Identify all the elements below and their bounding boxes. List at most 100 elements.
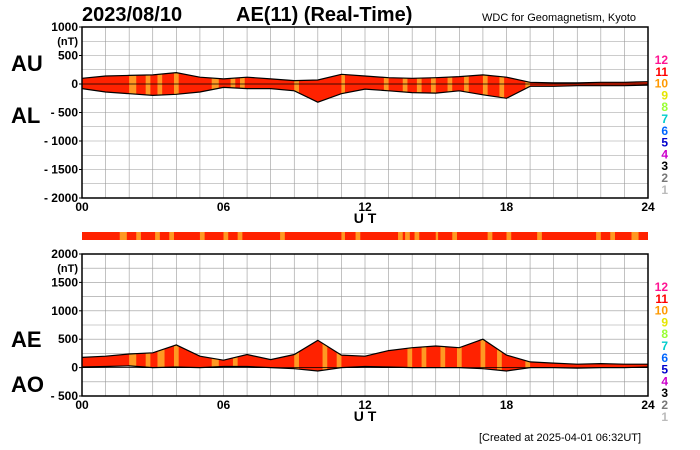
y-tick-label: 1000 xyxy=(51,20,78,34)
stripe xyxy=(145,339,151,371)
y-axis-label: (nT) xyxy=(57,36,78,48)
y-tick-label: 1500 xyxy=(51,275,78,289)
station-bar-stripe xyxy=(223,232,229,240)
station-bar-stripe xyxy=(237,232,243,240)
legend-station-8: 8 xyxy=(661,327,668,341)
stripe xyxy=(173,339,179,371)
y-tick-label: 2000 xyxy=(51,247,78,261)
stripe xyxy=(211,72,219,103)
x-tick-label: 00 xyxy=(75,398,89,412)
series-line-al xyxy=(81,84,649,103)
stripe xyxy=(402,72,408,103)
legend-station-4: 4 xyxy=(661,374,668,388)
x-tick-label: 06 xyxy=(217,200,231,214)
station-bar-stripe xyxy=(119,232,127,240)
y-tick-label: 0 xyxy=(71,361,78,375)
station-bar-stripe xyxy=(199,232,205,240)
stripe xyxy=(240,72,245,103)
legend-station-3: 3 xyxy=(661,386,668,400)
x-tick-label: 06 xyxy=(217,398,231,412)
ao-label: AO xyxy=(11,372,44,397)
stripe xyxy=(157,339,165,371)
legend-station-2: 2 xyxy=(661,171,668,185)
station-count-bar xyxy=(82,232,648,240)
plot-frame xyxy=(81,253,649,397)
area-fill-0 xyxy=(82,72,648,103)
legend-station-11: 11 xyxy=(655,65,668,79)
date-label: 2023/08/10 xyxy=(82,4,183,26)
legend-station-8: 8 xyxy=(661,100,668,114)
station-bar-stripe xyxy=(435,232,439,240)
stripe xyxy=(482,72,488,103)
stripe xyxy=(431,72,436,103)
y-tick-label: - 500 xyxy=(51,106,79,120)
legend-station-3: 3 xyxy=(661,159,668,173)
legend-station-1: 1 xyxy=(661,410,668,424)
x-tick-label: 18 xyxy=(500,200,514,214)
station-bar-stripe xyxy=(487,232,493,240)
series-line-ae xyxy=(81,338,648,365)
station-bar-stripe xyxy=(405,232,410,240)
stripe xyxy=(447,72,453,103)
station-bar-stripe xyxy=(280,232,285,240)
stripe xyxy=(145,72,151,103)
station-bar-stripe xyxy=(506,232,512,240)
legend-station-10: 10 xyxy=(655,77,669,91)
legend-station-7: 7 xyxy=(661,339,668,353)
station-bar-stripe xyxy=(355,232,361,240)
legend-station-9: 9 xyxy=(661,315,668,329)
x-axis-label: U T xyxy=(354,408,377,424)
stripe xyxy=(440,339,446,371)
x-tick-label: 24 xyxy=(641,398,655,412)
station-bar-stripe xyxy=(341,232,345,240)
stripe xyxy=(157,72,163,103)
stripe xyxy=(336,339,342,371)
created-timestamp: [Created at 2025-04-01 06:32UT] xyxy=(479,432,642,444)
series-line-au xyxy=(81,71,649,84)
station-bar-stripe xyxy=(452,232,457,240)
x-tick-label: 18 xyxy=(500,398,514,412)
legend-station-10: 10 xyxy=(655,304,669,318)
station-bar-stripe xyxy=(414,232,420,240)
au-label: AU xyxy=(11,51,43,76)
y-tick-label: 500 xyxy=(58,332,78,346)
stripe xyxy=(456,339,462,371)
x-axis-label: U T xyxy=(354,210,377,226)
area-fill-1 xyxy=(82,339,648,371)
legend-station-9: 9 xyxy=(661,88,668,102)
panel-1 xyxy=(79,253,649,397)
stripe xyxy=(383,72,389,103)
x-tick-label: 24 xyxy=(641,200,655,214)
station-bar-stripe xyxy=(610,232,615,240)
station-bar-stripe xyxy=(169,232,174,240)
x-tick-label: 00 xyxy=(75,200,89,214)
y-tick-label: - 500 xyxy=(51,389,79,403)
y-tick-label: - 1000 xyxy=(44,134,78,148)
legend-station-5: 5 xyxy=(661,136,668,150)
legend-station-12: 12 xyxy=(655,280,669,294)
y-tick-label: - 1500 xyxy=(44,163,78,177)
stripe xyxy=(129,339,137,371)
stripe xyxy=(480,339,486,371)
y-tick-label: 500 xyxy=(58,49,78,63)
legend-station-1: 1 xyxy=(661,183,668,197)
stripe xyxy=(497,339,502,371)
legend-station-11: 11 xyxy=(655,292,668,306)
stripe xyxy=(322,339,328,371)
stripe xyxy=(129,72,137,103)
stripe xyxy=(294,339,299,371)
legend-station-4: 4 xyxy=(661,147,668,161)
ae-label: AE xyxy=(11,327,42,352)
legend-station-2: 2 xyxy=(661,398,668,412)
y-axis-label: (nT) xyxy=(57,263,78,275)
al-label: AL xyxy=(11,103,41,128)
stripe xyxy=(341,72,345,103)
stripe xyxy=(294,72,299,103)
station-bar-stripe xyxy=(136,232,141,240)
stripe xyxy=(464,72,469,103)
station-bar-stripe xyxy=(537,232,542,240)
station-bar-stripe xyxy=(398,232,403,240)
stripe xyxy=(416,72,422,103)
x-tick-label: 12 xyxy=(358,200,372,214)
